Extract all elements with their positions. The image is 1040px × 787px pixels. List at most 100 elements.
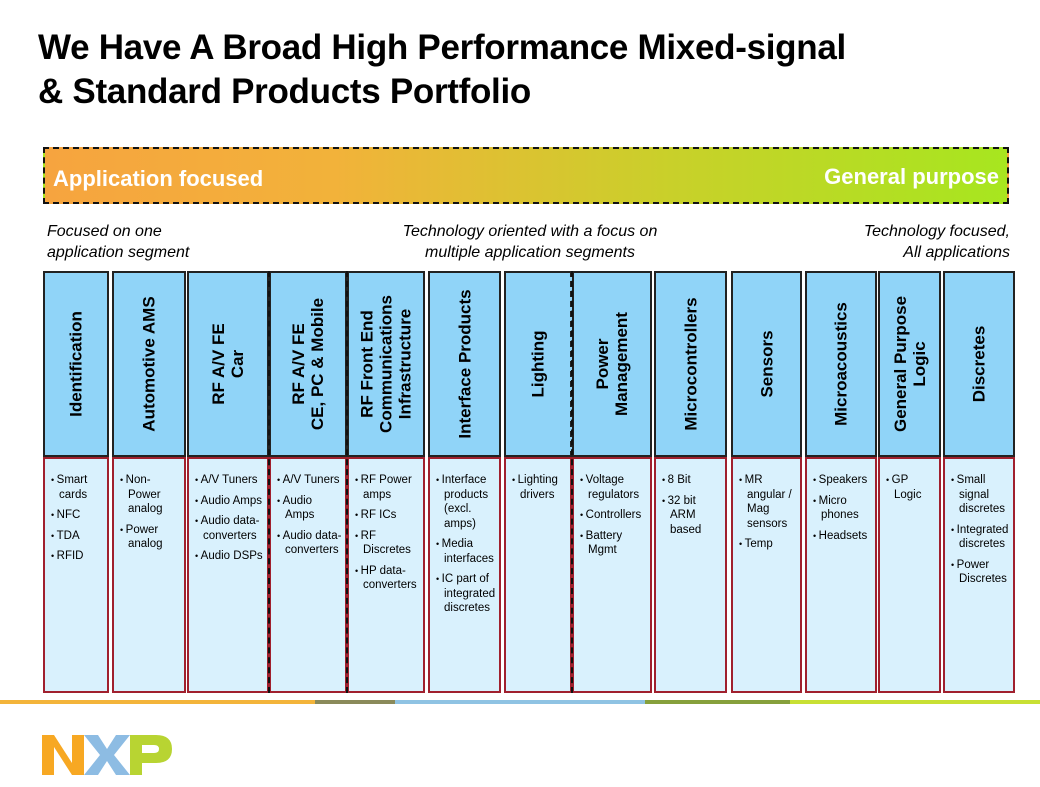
list-item: RF ICs <box>355 508 421 523</box>
column-items: Interface products (excl. amps) Media int… <box>436 473 497 622</box>
column-header-lighting: Lighting <box>504 271 572 457</box>
banner-right-label: General purpose <box>824 164 999 189</box>
column-header-rf-a-v-fe-car: RF A/V FE Car <box>187 271 269 457</box>
column-header-automotive-ams: Automotive AMS <box>112 271 186 457</box>
column-title: Discretes <box>969 325 989 403</box>
column-header-interface-products: Interface Products <box>428 271 501 457</box>
title-line-1: We Have A Broad High Performance Mixed-s… <box>38 28 846 67</box>
list-item: Speakers <box>813 473 873 488</box>
column-title: Power Management <box>593 312 631 416</box>
list-item: Integrated discretes <box>951 523 1011 552</box>
column-title: RF Front End Communications Infrastructu… <box>357 295 415 433</box>
column-header-general-purpose-logic: General Purpose Logic <box>878 271 941 457</box>
list-item: 32 bit ARM based <box>662 494 723 538</box>
column-body-discretes: Small signal discretes Integrated discret… <box>943 457 1015 693</box>
list-item: Audio data-converters <box>195 514 265 543</box>
column-body-rf-front-end-communications-infrastructure: RF Power amps RF ICs RF Discretes HP data-c… <box>347 457 425 693</box>
column-header-microcontrollers: Microcontrollers <box>654 271 727 457</box>
column-body-automotive-ams: Non-Power analog Power analog <box>112 457 186 693</box>
list-item: RFID <box>51 549 105 564</box>
list-item: Temp <box>739 537 798 552</box>
list-item: IC part of integrated discretes <box>436 572 497 616</box>
subtitle-left: Focused on one application segment <box>47 223 190 261</box>
column-items: RF Power amps RF ICs RF Discretes HP data-c… <box>355 473 421 599</box>
column-items: A/V Tuners Audio Amps Audio data-converter… <box>277 473 343 564</box>
list-item: Audio DSPs <box>195 549 265 564</box>
column-items: GP Logic <box>886 473 937 508</box>
column-separator <box>346 271 348 693</box>
list-item: MR angular / Mag sensors <box>739 473 798 531</box>
column-items: Non-Power analog Power analog <box>120 473 182 558</box>
column-title: RF A/V FE Car <box>209 323 247 405</box>
column-header-microacoustics: Microacoustics <box>805 271 877 457</box>
list-item: TDA <box>51 529 105 544</box>
column-header-rf-a-v-fe-ce-pc-mobile: RF A/V FE CE, PC & Mobile <box>269 271 347 457</box>
column-title: Automotive AMS <box>139 296 159 432</box>
column-header-discretes: Discretes <box>943 271 1015 457</box>
column-items: Small signal discretes Integrated discret… <box>951 473 1011 593</box>
application-spectrum-banner: Application focused General purpose <box>43 147 1009 204</box>
column-body-microcontrollers: 8 Bit 32 bit ARM based <box>654 457 727 693</box>
column-body-lighting: Lighting drivers <box>504 457 572 693</box>
list-item: Audio Amps <box>195 494 265 509</box>
column-title: Identification <box>66 311 86 417</box>
list-item: Micro phones <box>813 494 873 523</box>
list-item: Audio data-converters <box>277 529 343 558</box>
list-item: 8 Bit <box>662 473 723 488</box>
list-item: Audio Amps <box>277 494 343 523</box>
list-item: A/V Tuners <box>277 473 343 488</box>
footer-stripe-lime <box>790 700 1040 704</box>
column-body-rf-a-v-fe-car: A/V Tuners Audio Amps Audio data-converter… <box>187 457 269 693</box>
column-separator <box>268 271 270 693</box>
column-header-identification: Identification <box>43 271 109 457</box>
list-item: Lighting drivers <box>512 473 568 502</box>
column-title: Microacoustics <box>831 302 851 426</box>
column-header-rf-front-end-communications-infrastructure: RF Front End Communications Infrastructu… <box>347 271 425 457</box>
column-items: A/V Tuners Audio Amps Audio data-converter… <box>195 473 265 570</box>
list-item: HP data-converters <box>355 564 421 593</box>
list-item: Media interfaces <box>436 537 497 566</box>
list-item: NFC <box>51 508 105 523</box>
column-title: Lighting <box>528 330 548 398</box>
column-body-general-purpose-logic: GP Logic <box>878 457 941 693</box>
list-item: Smart cards <box>51 473 105 502</box>
banner-left-label: Application focused <box>53 166 264 191</box>
column-items: MR angular / Mag sensors Temp <box>739 473 798 558</box>
list-item: Power Discretes <box>951 558 1011 587</box>
list-item: RF Discretes <box>355 529 421 558</box>
list-item: Headsets <box>813 529 873 544</box>
title-line-2: & Standard Products Portfolio <box>38 72 531 111</box>
list-item: Controllers <box>580 508 648 523</box>
list-item: Non-Power analog <box>120 473 182 517</box>
column-body-microacoustics: Speakers Micro phones Headsets <box>805 457 877 693</box>
column-header-power-management: Power Management <box>572 271 652 457</box>
column-body-power-management: Voltage regulators Controllers Battery Mgm… <box>572 457 652 693</box>
column-separator <box>571 271 573 693</box>
list-item: Small signal discretes <box>951 473 1011 517</box>
page-title: We Have A Broad High Performance Mixed-s… <box>38 26 1018 114</box>
column-items: Lighting drivers <box>512 473 568 508</box>
nxp-logo <box>42 735 172 775</box>
column-body-interface-products: Interface products (excl. amps) Media int… <box>428 457 501 693</box>
column-header-sensors: Sensors <box>731 271 802 457</box>
footer-stripe-orange <box>0 700 315 704</box>
footer-stripe-blue <box>395 700 645 704</box>
column-title: Sensors <box>757 330 776 398</box>
column-items: 8 Bit 32 bit ARM based <box>662 473 723 543</box>
column-title: RF A/V FE CE, PC & Mobile <box>289 297 327 431</box>
list-item: Voltage regulators <box>580 473 648 502</box>
list-item: Interface products (excl. amps) <box>436 473 497 531</box>
footer-stripe-olive <box>315 700 395 704</box>
subtitle-right: Technology focused, All applications <box>863 223 1010 261</box>
list-item: GP Logic <box>886 473 937 502</box>
footer-stripe-green <box>645 700 790 704</box>
list-item: Battery Mgmt <box>580 529 648 558</box>
column-title: Interface Products <box>455 289 474 439</box>
column-items: Speakers Micro phones Headsets <box>813 473 873 549</box>
column-body-sensors: MR angular / Mag sensors Temp <box>731 457 802 693</box>
column-title: General Purpose Logic <box>890 295 929 433</box>
list-item: RF Power amps <box>355 473 421 502</box>
column-items: Voltage regulators Controllers Battery Mgm… <box>580 473 648 564</box>
column-items: Smart cards NFC TDA RFID <box>51 473 105 570</box>
list-item: A/V Tuners <box>195 473 265 488</box>
